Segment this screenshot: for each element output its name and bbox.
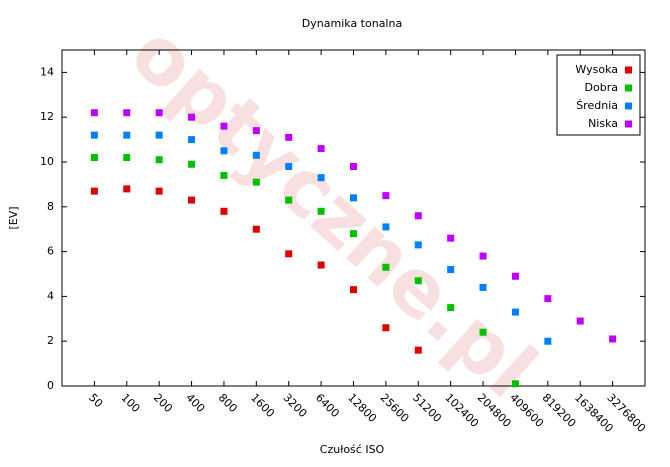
point	[382, 324, 390, 332]
point	[317, 174, 325, 182]
x-tick-label: 409600	[507, 391, 546, 430]
point	[252, 151, 260, 159]
point	[544, 295, 552, 303]
point	[414, 241, 422, 249]
point	[350, 286, 357, 294]
point	[511, 272, 519, 280]
point	[220, 171, 228, 179]
point	[511, 380, 519, 388]
point	[90, 187, 98, 195]
x-tick-label: 1600	[248, 391, 277, 420]
x-tick-label: 100	[119, 391, 143, 415]
point	[220, 122, 228, 130]
legend-label: Niska	[588, 117, 618, 130]
point	[123, 131, 131, 139]
point	[188, 136, 196, 144]
point	[414, 277, 422, 285]
x-tick-label: 800	[216, 391, 240, 415]
y-tick-label: 8	[47, 200, 54, 213]
x-tick-label: 51200	[410, 391, 444, 425]
point	[447, 304, 455, 312]
point	[123, 185, 131, 193]
point	[90, 109, 98, 117]
point	[447, 234, 455, 242]
point	[285, 133, 293, 141]
legend-swatch	[625, 120, 632, 128]
legend-label: Dobra	[585, 81, 618, 94]
point	[350, 194, 357, 202]
point	[220, 207, 228, 215]
point	[252, 178, 260, 186]
point	[285, 196, 293, 204]
point	[317, 145, 325, 153]
point	[350, 162, 357, 170]
point	[123, 109, 131, 117]
point	[123, 154, 131, 162]
point	[382, 223, 390, 231]
point	[90, 154, 98, 162]
point	[188, 160, 196, 168]
y-axis-title: [EV]	[7, 206, 20, 229]
point	[479, 283, 487, 291]
x-tick-label: 6400	[313, 391, 342, 420]
point	[479, 252, 487, 260]
point	[285, 162, 293, 170]
x-tick-label: 200	[151, 391, 175, 415]
point	[511, 308, 519, 316]
watermark: optyczne.pl	[113, 8, 552, 416]
legend-swatch	[625, 102, 632, 110]
point	[414, 346, 422, 354]
point	[220, 147, 228, 155]
legend-swatch	[625, 66, 632, 74]
point	[609, 335, 617, 343]
point	[155, 187, 163, 195]
legend-swatch	[625, 84, 632, 92]
point	[544, 337, 552, 345]
point	[317, 207, 325, 215]
y-tick-label: 12	[40, 110, 54, 123]
y-tick-label: 14	[40, 65, 54, 78]
y-tick-label: 6	[47, 245, 54, 258]
point	[188, 113, 196, 121]
legend-label: Wysoka	[575, 63, 618, 76]
x-tick-label: 12800	[345, 391, 379, 425]
point	[188, 196, 196, 204]
point	[155, 156, 163, 164]
x-axis-title: Czułość ISO	[320, 443, 385, 456]
y-tick-label: 4	[47, 289, 54, 302]
legend-label: Średnia	[576, 99, 618, 112]
point	[155, 131, 163, 139]
point	[252, 225, 260, 233]
point	[90, 131, 98, 139]
x-tick-label: 25600	[378, 391, 412, 425]
x-tick-label: 819200	[540, 391, 579, 430]
point	[576, 317, 584, 325]
x-tick-label: 50	[86, 391, 105, 410]
y-tick-label: 10	[40, 155, 54, 168]
point	[252, 127, 260, 135]
x-tick-label: 400	[183, 391, 207, 415]
chart-title: Dynamika tonalna	[302, 17, 402, 30]
point	[447, 266, 455, 274]
point	[285, 250, 293, 258]
point	[414, 212, 422, 220]
point	[317, 261, 325, 269]
point	[382, 192, 390, 200]
point	[382, 263, 390, 271]
y-tick-label: 0	[47, 379, 54, 392]
x-tick-label: 3200	[280, 391, 309, 420]
point	[350, 230, 357, 238]
y-tick-label: 2	[47, 334, 54, 347]
point	[479, 328, 487, 336]
point	[155, 109, 163, 117]
